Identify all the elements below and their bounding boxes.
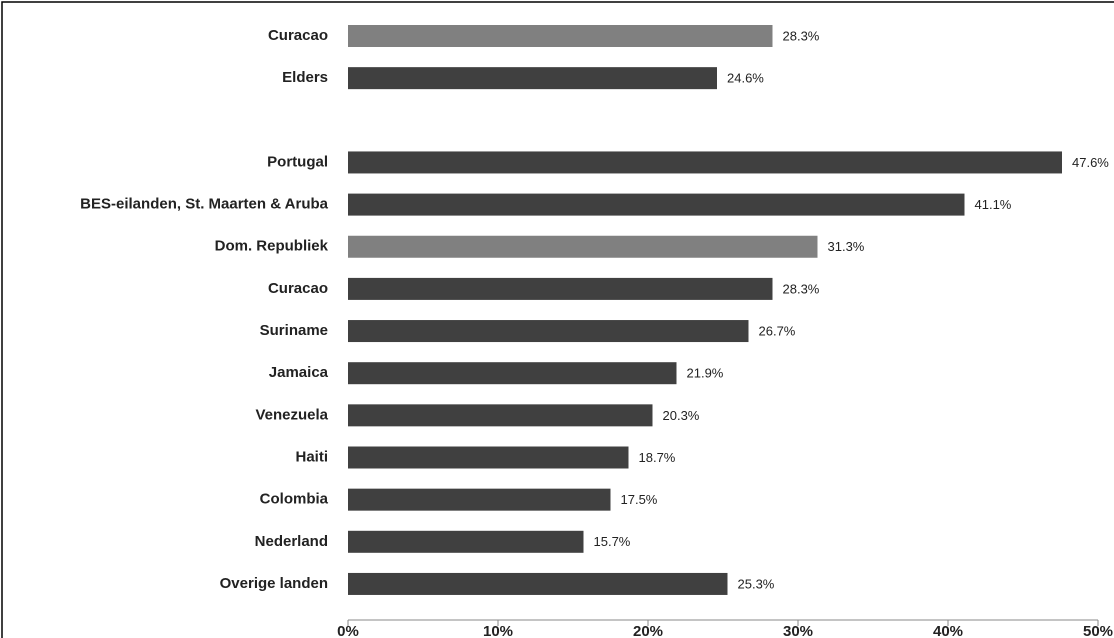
x-tick-label: 30% — [783, 623, 813, 638]
data-label: 25.3% — [738, 576, 775, 591]
category-label: BES-eilanden, St. Maarten & Aruba — [80, 196, 328, 213]
data-label: 47.6% — [1072, 155, 1109, 170]
bar — [348, 362, 677, 385]
data-label: 17.5% — [621, 492, 658, 507]
category-label: Haiti — [295, 448, 328, 465]
category-label: Portugal — [267, 153, 328, 170]
data-label: 31.3% — [828, 239, 865, 254]
data-label: 41.1% — [975, 197, 1012, 212]
category-label: Nederland — [255, 533, 328, 550]
bar — [348, 25, 773, 47]
category-label: Jamaica — [269, 364, 329, 381]
bar — [348, 277, 773, 300]
category-label: Curacao — [268, 27, 328, 44]
x-tick-label: 10% — [483, 623, 513, 638]
bar — [348, 530, 584, 553]
bar — [348, 404, 653, 427]
data-label: 21.9% — [687, 366, 724, 381]
category-label: Curacao — [268, 280, 328, 297]
data-label: 15.7% — [594, 534, 631, 549]
data-label: 28.3% — [783, 28, 820, 43]
x-tick-label: 20% — [633, 623, 663, 638]
bar — [348, 235, 818, 258]
bar — [348, 572, 728, 595]
bar — [348, 446, 629, 469]
category-label: Suriname — [260, 322, 328, 339]
bar — [348, 193, 965, 216]
bar — [348, 151, 1062, 174]
bar — [348, 488, 611, 511]
category-label: Venezuela — [255, 406, 328, 423]
category-label: Overige landen — [220, 575, 328, 592]
x-tick-label: 0% — [337, 623, 359, 638]
data-label: 28.3% — [783, 281, 820, 296]
data-label: 20.3% — [663, 408, 700, 423]
x-tick-label: 50% — [1083, 623, 1113, 638]
category-label: Dom. Republiek — [215, 238, 329, 255]
data-label: 26.7% — [759, 323, 796, 338]
category-label: Colombia — [260, 491, 329, 508]
data-label: 24.6% — [727, 71, 764, 86]
data-label: 18.7% — [639, 450, 676, 465]
bar — [348, 67, 717, 90]
x-tick-label: 40% — [933, 623, 963, 638]
category-label: Elders — [282, 69, 328, 86]
bar — [348, 320, 749, 343]
